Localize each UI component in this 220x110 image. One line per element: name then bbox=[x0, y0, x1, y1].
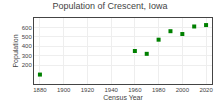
svg-text:1900: 1900 bbox=[57, 87, 71, 93]
svg-text:1960: 1960 bbox=[128, 87, 142, 93]
svg-text:1980: 1980 bbox=[152, 87, 166, 93]
svg-text:400: 400 bbox=[22, 43, 33, 49]
svg-text:2000: 2000 bbox=[176, 87, 190, 93]
svg-text:1940: 1940 bbox=[104, 87, 118, 93]
svg-text:500: 500 bbox=[22, 34, 33, 40]
svg-text:200: 200 bbox=[22, 62, 33, 68]
svg-text:1880: 1880 bbox=[33, 87, 47, 93]
svg-text:Population of Crescent, Iowa: Population of Crescent, Iowa bbox=[52, 1, 167, 11]
svg-text:300: 300 bbox=[22, 53, 33, 59]
svg-text:600: 600 bbox=[22, 25, 33, 31]
svg-text:Population: Population bbox=[12, 34, 20, 67]
svg-text:2020: 2020 bbox=[199, 87, 213, 93]
svg-text:Census Year: Census Year bbox=[103, 94, 143, 101]
svg-text:1920: 1920 bbox=[81, 87, 95, 93]
